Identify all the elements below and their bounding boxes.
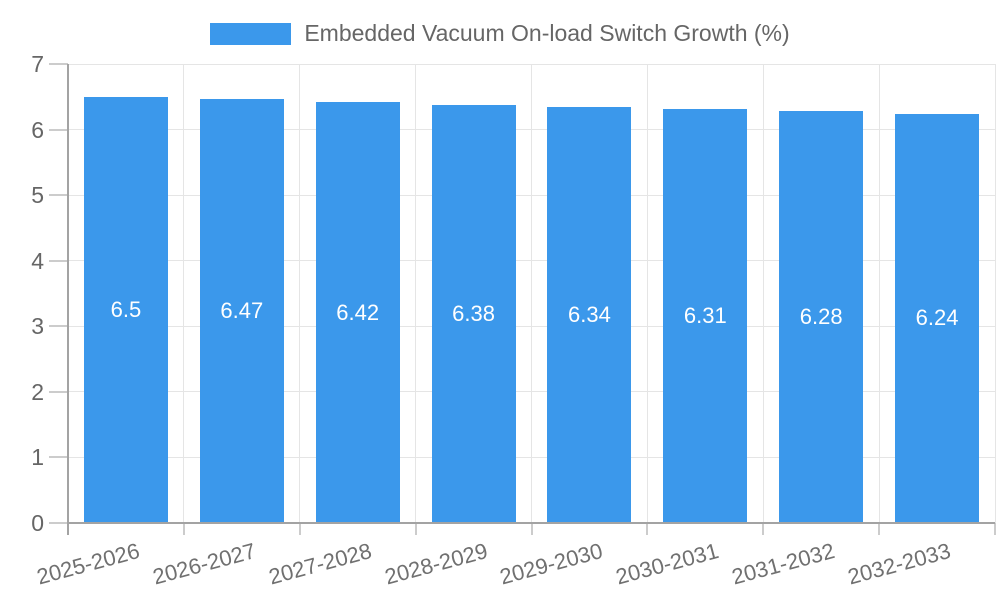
bar-value-label: 6.38 xyxy=(452,300,495,326)
x-gridline xyxy=(646,64,648,523)
x-gridline xyxy=(762,64,764,523)
y-tick xyxy=(49,128,68,131)
legend-label[interactable]: Embedded Vacuum On-load Switch Growth (%… xyxy=(304,20,790,46)
x-gridline xyxy=(299,64,301,523)
bar-value-label: 6.28 xyxy=(799,304,843,330)
legend-swatch[interactable] xyxy=(210,22,292,45)
plot-area: 6.5 6.47 6.42 6.38 6.34 6.31 6.28 6.24 0 1 2 3 4 5 6 7 2… xyxy=(31,51,996,589)
bar: 6.34 xyxy=(547,107,632,523)
y-axis-tick-label: 3 xyxy=(31,313,44,340)
y-tick xyxy=(49,325,68,328)
y-axis-tick-label: 6 xyxy=(31,116,44,143)
x-tick xyxy=(414,523,417,535)
x-tick xyxy=(646,523,649,535)
bar: 6.38 xyxy=(431,104,516,523)
y-tick xyxy=(49,63,68,65)
y-axis-tick-label: 5 xyxy=(31,182,44,209)
x-tick xyxy=(182,523,185,535)
x-gridline xyxy=(531,64,532,523)
x-gridline xyxy=(183,64,185,523)
y-tick xyxy=(49,194,68,197)
x-gridline xyxy=(878,64,880,523)
bar: 6.5 xyxy=(83,96,168,523)
bar: 6.42 xyxy=(315,102,400,523)
x-tick xyxy=(298,523,301,535)
y-axis-line xyxy=(67,64,69,535)
y-tick xyxy=(49,456,68,459)
x-gridline xyxy=(415,64,417,523)
x-tick xyxy=(762,523,765,535)
y-axis-tick-label: 7 xyxy=(31,51,44,77)
x-gridline xyxy=(994,64,996,523)
bar-value-label: 6.24 xyxy=(915,305,959,331)
bar-value-label: 6.42 xyxy=(336,299,380,325)
y-axis-tick-label: 4 xyxy=(31,247,44,274)
y-axis-tick-label: 2 xyxy=(31,378,44,405)
bar-value-label: 6.5 xyxy=(110,296,142,322)
x-tick xyxy=(994,523,996,535)
bar-value-label: 6.34 xyxy=(568,302,611,328)
x-tick xyxy=(530,523,533,535)
legend: Embedded Vacuum On-load Switch Growth (%… xyxy=(0,20,1000,47)
bar-value-label: 6.47 xyxy=(220,297,264,323)
y-axis-tick-label: 1 xyxy=(31,444,44,471)
y-tick xyxy=(49,259,68,262)
y-axis-tick-label: 0 xyxy=(31,510,44,536)
bar: 6.28 xyxy=(779,111,864,523)
bar: 6.47 xyxy=(199,98,284,523)
y-tick xyxy=(49,390,68,393)
bar: 6.24 xyxy=(895,113,980,523)
bar-value-label: 6.31 xyxy=(683,303,727,329)
y-tick xyxy=(49,522,68,524)
bar: 6.31 xyxy=(663,109,748,523)
x-axis-line xyxy=(68,522,995,524)
x-tick xyxy=(878,523,881,535)
